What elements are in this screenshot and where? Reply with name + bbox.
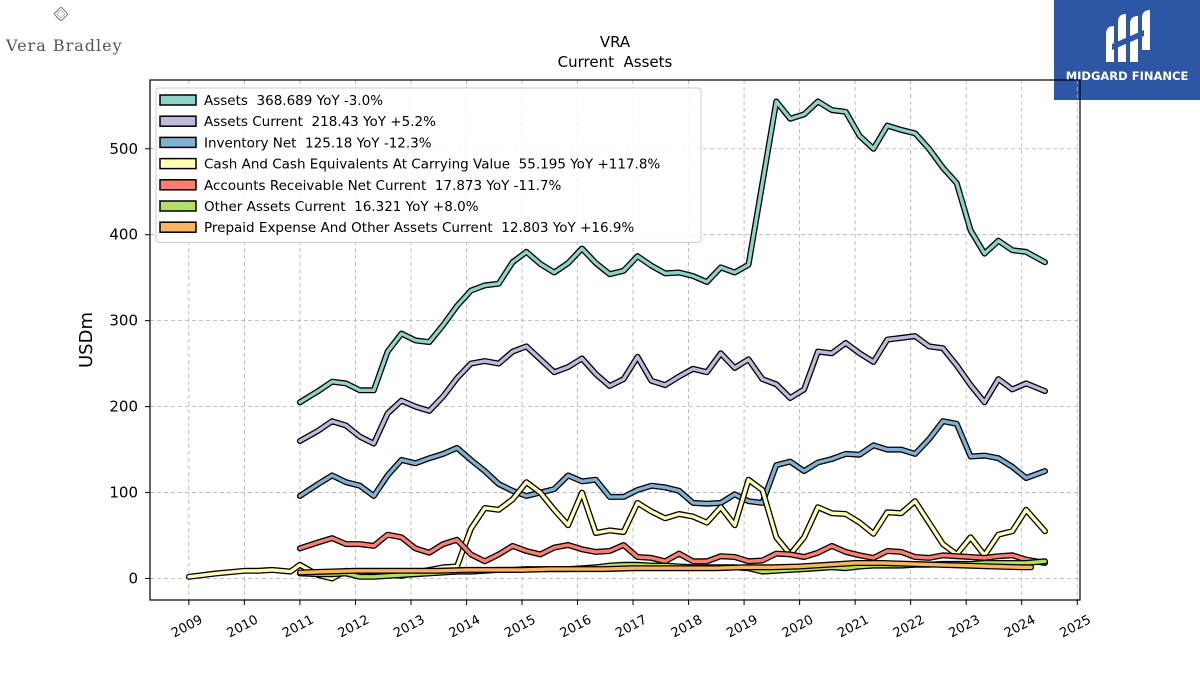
legend-swatch: [159, 136, 197, 149]
y-tick-label: 500: [109, 140, 138, 158]
legend-swatch: [159, 200, 197, 212]
chart-subtitle: Current Assets: [558, 53, 673, 71]
brand-right-name: MIDGARD FINANCE: [1065, 69, 1189, 83]
legend-label: Other Assets Current 16.321 YoY +8.0%: [204, 199, 479, 215]
x-tick-label: 2022: [891, 613, 927, 642]
brand-left-name: Vera Bradley: [6, 36, 123, 55]
legend: Assets 368.689 YoY -3.0% Assets Current 2…: [155, 87, 702, 243]
legend-label: Assets Current 218.43 YoY +5.2%: [204, 114, 436, 130]
y-tick-label: 300: [109, 312, 138, 330]
x-tick-label: 2013: [391, 613, 427, 642]
legend-swatch: [159, 157, 197, 170]
x-tick-label: 2017: [613, 613, 649, 642]
chart-title: VRA: [600, 33, 631, 51]
x-tick-label: 2018: [669, 613, 705, 642]
series-outline: [296, 333, 1048, 447]
legend-box: [155, 87, 702, 243]
legend-label: Assets 368.689 YoY -3.0%: [204, 93, 383, 109]
legend-label: Accounts Receivable Net Current 17.873 Y…: [204, 178, 562, 194]
midgard-finance-logo: MIDGARD FINANCE: [1054, 0, 1200, 100]
x-tick-label: 2024: [1002, 613, 1038, 642]
legend-swatch: [159, 179, 197, 191]
x-tick-label: 2016: [558, 613, 594, 642]
series-stroke: [298, 334, 1047, 446]
vera-bradley-logo: Vera Bradley: [0, 0, 130, 64]
legend-label: Inventory Net 125.18 YoY -12.3%: [204, 135, 432, 151]
x-tick-label: 2023: [946, 613, 982, 642]
series-layer: [185, 98, 1048, 582]
y-axis: 0 100 200 300 400 500: [109, 140, 150, 588]
x-tick-label: 2011: [280, 613, 316, 642]
midgard-m-icon: [1106, 10, 1150, 62]
x-tick-label: 2020: [780, 613, 816, 642]
x-tick-label: 2012: [336, 613, 372, 642]
series-line-2: [296, 418, 1048, 507]
y-axis-label: USDm: [76, 312, 97, 368]
x-tick-label: 2014: [447, 613, 483, 642]
series-line-0: [296, 98, 1048, 406]
legend-label: Prepaid Expense And Other Assets Current…: [204, 220, 634, 236]
x-tick-label: 2015: [502, 613, 538, 642]
x-tick-label: 2010: [225, 613, 261, 642]
series-stroke: [298, 99, 1047, 404]
y-tick-label: 0: [128, 570, 138, 588]
series-stroke: [298, 561, 1033, 575]
legend-swatch: [159, 94, 197, 106]
y-tick-label: 100: [109, 484, 138, 502]
plot-frame: [149, 79, 1081, 601]
legend-swatch: [159, 115, 197, 127]
series-line-1: [296, 333, 1048, 447]
y-tick-label: 200: [109, 398, 138, 416]
series-stroke: [298, 419, 1047, 506]
series-line-6: [296, 560, 1035, 576]
x-tick-label: 2021: [835, 613, 871, 642]
legend-swatch: [159, 221, 197, 233]
x-tick-label: 2009: [169, 613, 205, 642]
vb-diamond-icon: [54, 7, 68, 21]
x-axis: 2009 2010 2011 2012 2013 2014 2015 2016 2017 2018…: [169, 600, 1094, 641]
series-line-4: [296, 531, 1048, 566]
x-tick-label: 2019: [724, 613, 760, 642]
y-tick-label: 400: [109, 226, 138, 244]
x-tick-label: 2025: [1057, 613, 1093, 642]
series-stroke: [298, 533, 1047, 565]
legend-label: Cash And Cash Equivalents At Carrying Va…: [204, 157, 660, 173]
